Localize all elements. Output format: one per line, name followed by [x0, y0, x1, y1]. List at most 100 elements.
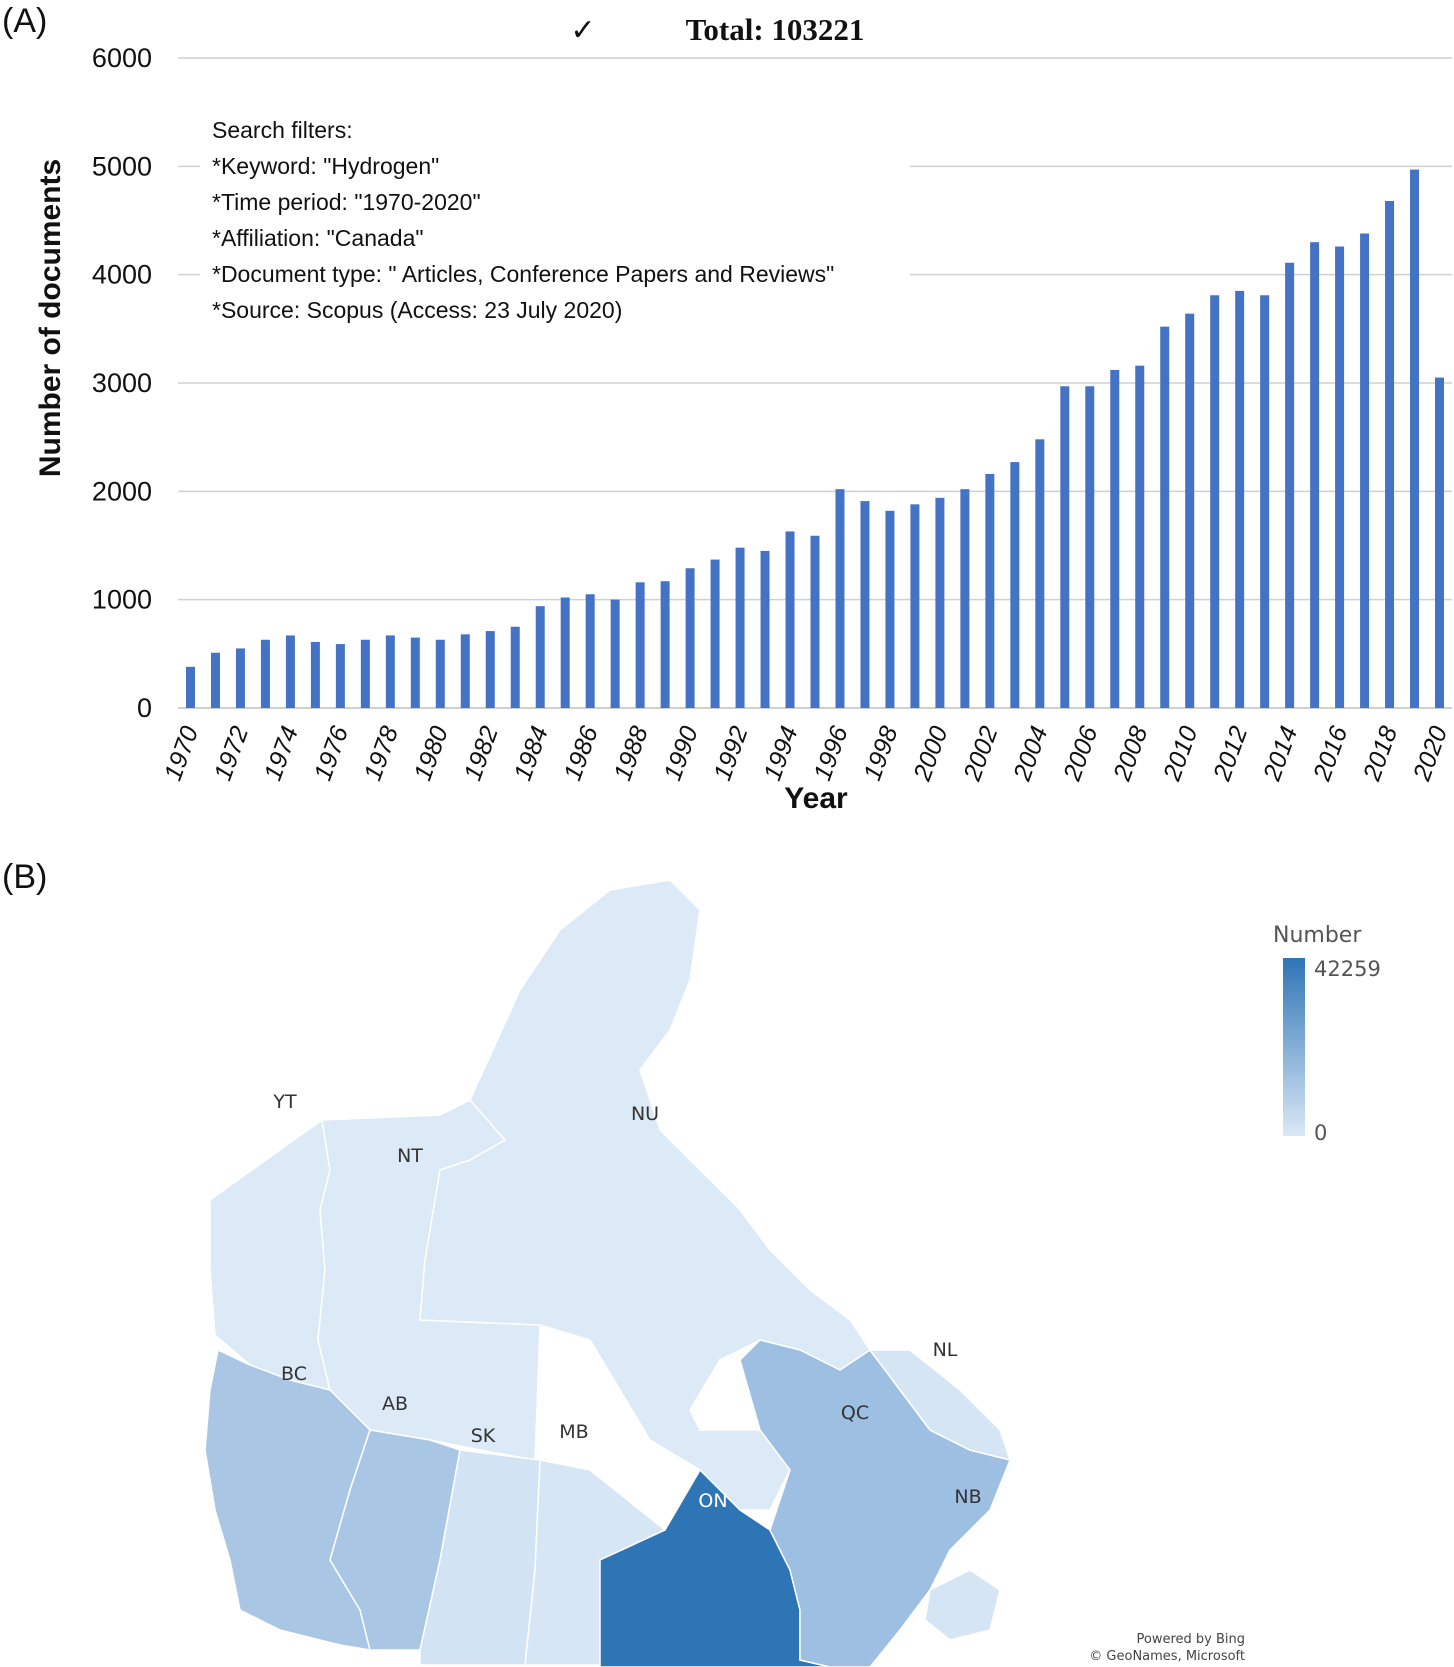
- bar: [185, 666, 195, 708]
- credit-bing: Powered by Bing: [1136, 1632, 1245, 1647]
- label-yt: YT: [272, 1091, 297, 1113]
- x-tick-label: 2012: [1208, 722, 1254, 785]
- x-tick-label: 1970: [159, 722, 204, 784]
- bar: [460, 634, 470, 708]
- label-nb: NB: [954, 1486, 981, 1508]
- bar: [860, 501, 870, 708]
- bar: [235, 648, 245, 708]
- x-tick-label: 2006: [1058, 722, 1104, 785]
- x-tick-label: 1996: [808, 722, 853, 784]
- x-tick-label: 2016: [1308, 722, 1354, 785]
- bar: [585, 594, 595, 708]
- canada-choropleth-map: YT NT NU BC AB SK MB ON QC NL NB Number …: [204, 879, 1381, 1667]
- x-tick-label: 1998: [858, 722, 903, 784]
- checkmark-icon: ✓: [570, 13, 595, 48]
- bar: [210, 652, 220, 708]
- region-qc: [739, 1339, 1012, 1667]
- y-tick-label: 5000: [92, 151, 152, 181]
- bar: [1010, 462, 1020, 708]
- x-tick-label: 1984: [509, 722, 554, 784]
- annotation-background: [200, 95, 910, 335]
- x-tick-label: 1972: [209, 722, 254, 784]
- x-tick-label: 2020: [1407, 722, 1453, 785]
- bar: [260, 639, 270, 708]
- bar: [1135, 365, 1145, 708]
- bar: [310, 641, 320, 708]
- label-sk: SK: [471, 1425, 496, 1447]
- bar: [1335, 246, 1345, 708]
- search-filters-annotation: Search filters: *Keyword: "Hydrogen" *Time…: [212, 117, 834, 323]
- bar: [1360, 233, 1370, 708]
- y-tick-label: 0: [137, 693, 152, 723]
- label-nu: NU: [631, 1103, 659, 1125]
- bar: [1035, 439, 1045, 708]
- bar: [335, 644, 345, 708]
- label-qc: QC: [841, 1402, 869, 1424]
- filter-line: Search filters:: [212, 117, 353, 143]
- region-nl: [868, 1349, 1012, 1462]
- x-tick-label: 1994: [758, 722, 803, 784]
- x-tick-label: 1992: [708, 722, 753, 784]
- x-tick-label: 2010: [1158, 722, 1204, 785]
- x-tick-label: 2018: [1358, 722, 1404, 785]
- x-tick-label: 2008: [1108, 722, 1154, 785]
- filter-line: *Document type: " Articles, Conference P…: [212, 261, 834, 287]
- bar: [960, 489, 970, 708]
- y-tick-labels: 0 1000 2000 3000 4000 5000 6000: [92, 43, 152, 723]
- x-tick-label: 1978: [359, 722, 404, 784]
- bar: [285, 635, 295, 708]
- bar: [535, 606, 545, 708]
- bar: [360, 639, 370, 708]
- filter-line: *Affiliation: "Canada": [212, 225, 424, 251]
- x-tick-label: 1986: [558, 722, 603, 784]
- x-tick-label: 2000: [908, 722, 954, 785]
- region-ab: [329, 1429, 461, 1651]
- bar: [910, 504, 920, 708]
- chart-title: Total: 103221: [686, 12, 865, 47]
- y-tick-label: 3000: [92, 368, 152, 398]
- label-nt: NT: [397, 1145, 423, 1167]
- x-tick-label: 2014: [1258, 722, 1304, 785]
- bar: [1085, 386, 1095, 708]
- x-tick-label: 1982: [459, 722, 504, 784]
- y-axis-title: Number of documents: [34, 159, 67, 477]
- legend-title: Number: [1273, 923, 1362, 948]
- bar: [885, 510, 895, 708]
- bar: [1185, 313, 1195, 708]
- bar: [785, 531, 795, 708]
- bar: [935, 497, 945, 708]
- x-tick-label: 1990: [658, 722, 703, 784]
- filter-line: *Keyword: "Hydrogen": [212, 153, 439, 179]
- bar: [560, 597, 570, 708]
- bar: [1385, 201, 1395, 708]
- label-ab: AB: [382, 1393, 408, 1415]
- bar: [1285, 262, 1295, 708]
- y-tick-label: 2000: [92, 476, 152, 506]
- bar: [435, 639, 445, 708]
- x-axis-title: Year: [784, 782, 848, 815]
- bar: [735, 547, 745, 708]
- x-tick-label: 1976: [309, 722, 354, 784]
- legend-gradient-bar: [1283, 958, 1305, 1136]
- bar: [635, 582, 645, 708]
- bar: [1210, 295, 1220, 708]
- legend-max: 42259: [1314, 957, 1381, 981]
- bar: [1260, 295, 1270, 708]
- bar: [685, 568, 695, 708]
- region-nb: [924, 1569, 1001, 1641]
- bar: [1410, 169, 1420, 709]
- bar: [485, 631, 495, 708]
- bar: [1110, 370, 1120, 708]
- filter-line: *Source: Scopus (Access: 23 July 2020): [212, 297, 622, 323]
- label-bc: BC: [281, 1363, 307, 1385]
- label-nl: NL: [933, 1339, 958, 1361]
- y-tick-label: 1000: [92, 585, 152, 615]
- bar: [410, 637, 420, 708]
- label-on: ON: [698, 1490, 727, 1512]
- y-tick-label: 4000: [92, 260, 152, 290]
- x-tick-label: 2004: [1008, 722, 1054, 785]
- x-tick-label: 1988: [608, 722, 653, 784]
- x-tick-label: 2002: [958, 722, 1004, 785]
- bars: [185, 169, 1445, 709]
